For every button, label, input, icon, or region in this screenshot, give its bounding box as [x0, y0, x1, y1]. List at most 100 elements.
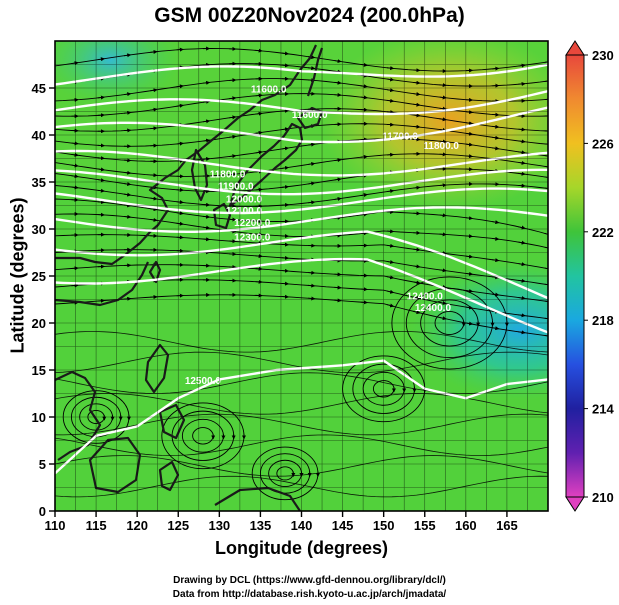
contour-label: 12200.0	[234, 218, 271, 229]
wind-arrow	[150, 88, 158, 93]
wind-arrow	[255, 48, 263, 53]
wind-arrow	[465, 110, 474, 115]
wind-arrow	[518, 63, 526, 68]
wind-arrow	[229, 96, 237, 101]
x-tick-label: 160	[455, 518, 477, 533]
wind-arrow	[71, 61, 79, 66]
contour-label: 12400.0	[415, 303, 452, 314]
wind-arrow	[386, 110, 395, 115]
wind-arrow	[334, 298, 342, 303]
wind-arrow	[544, 266, 548, 271]
wind-arrow	[97, 95, 105, 100]
wind-arrow	[97, 178, 105, 183]
wind-arrow	[360, 154, 368, 159]
colorbar-label: 226	[592, 136, 614, 151]
wind-arrow	[176, 211, 184, 216]
wind-arrow	[413, 124, 421, 129]
wind-arrow	[255, 150, 263, 155]
wind-arrow	[97, 167, 105, 172]
wind-arrow	[518, 313, 526, 318]
wind-arrow	[202, 119, 211, 124]
wind-arrow	[202, 214, 211, 219]
x-axis-ticks: 110 115 120 125 130 135 140 145 150 155 160 165	[45, 511, 518, 533]
wind-arrow	[255, 130, 263, 135]
wind-arrow	[281, 146, 290, 151]
wind-arrow	[518, 295, 526, 300]
wind-arrow	[255, 187, 263, 192]
wind-arrow	[71, 152, 79, 157]
x-tick-label: 115	[86, 518, 107, 533]
y-tick-label: 5	[39, 457, 46, 472]
x-tick-label: 145	[332, 518, 354, 533]
wind-arrow	[386, 189, 395, 194]
wind-arrow	[202, 99, 211, 104]
y-tick-label: 35	[32, 175, 46, 190]
wind-arrow	[544, 59, 548, 64]
contour-label: 11800.0	[210, 169, 246, 180]
wind-arrow	[123, 182, 132, 187]
wind-arrow	[334, 196, 342, 201]
colorbar-label: 218	[592, 313, 614, 328]
wind-arrow	[492, 292, 500, 297]
x-tick-label: 130	[208, 518, 230, 533]
colorbar-label: 222	[592, 225, 614, 240]
wind-arrow	[176, 221, 184, 226]
wind-arrow	[518, 150, 526, 155]
wind-arrow	[544, 282, 548, 287]
wind-arrow	[150, 49, 158, 55]
wind-arrow	[465, 216, 474, 221]
x-tick-label: 110	[45, 518, 66, 533]
colorbar-top-arrow	[565, 40, 585, 56]
wind-arrow	[123, 214, 132, 219]
wind-arrow	[465, 121, 474, 126]
wind-arrow	[123, 192, 132, 197]
wind-arrow	[544, 316, 548, 321]
wind-arrow	[308, 200, 316, 205]
indochina	[55, 370, 102, 461]
y-tick-label: 30	[32, 222, 46, 237]
colorbar-label: 230	[592, 48, 614, 63]
new-guinea	[214, 486, 301, 511]
wind-arrow	[229, 78, 237, 83]
borneo	[88, 436, 142, 494]
cool-core	[410, 260, 548, 400]
y-tick-label: 10	[32, 410, 46, 425]
x-tick-label: 135	[250, 518, 272, 533]
wind-arrow	[71, 283, 79, 288]
contour-label: 11700.0	[382, 132, 418, 143]
wind-arrow	[386, 77, 395, 82]
coast-china-south	[55, 261, 149, 307]
wind-arrow	[492, 135, 500, 140]
wind-arrow	[413, 264, 421, 269]
x-axis-label: Longitude (degrees)	[214, 538, 388, 558]
wind-arrow	[308, 283, 316, 288]
wind-arrow	[518, 330, 526, 335]
wind-arrow	[202, 80, 211, 85]
wind-arrow	[518, 127, 526, 132]
wind-arrow	[334, 215, 342, 220]
colorbar-body	[565, 54, 585, 498]
wind-arrow	[492, 146, 500, 151]
wind-arrow	[202, 157, 211, 162]
philippines-luzon	[144, 343, 170, 394]
wind-arrow	[71, 141, 79, 146]
wind-arrow	[97, 298, 105, 303]
wind-arrow	[97, 200, 105, 205]
colorbar-bottom-arrow	[565, 496, 585, 512]
wind-arrow	[360, 84, 368, 89]
wind-arrow	[386, 88, 395, 93]
wind-arrow	[281, 184, 290, 190]
x-tick-label: 150	[373, 518, 395, 533]
chart-title: GSM 00Z20Nov2024 (200.0hPa)	[154, 4, 465, 27]
wind-arrow	[465, 234, 474, 239]
contour-label: 11600.0	[251, 85, 287, 96]
cool-core-nw	[55, 41, 180, 105]
temperature-field	[55, 41, 548, 511]
wind-arrow	[518, 262, 526, 267]
wind-arrow	[281, 108, 290, 113]
wind-arrow	[176, 84, 184, 89]
wind-arrow	[334, 177, 342, 182]
credit-data: Data from http://database.rish.kyoto-u.a…	[172, 589, 447, 600]
wind-arrow	[386, 289, 395, 294]
